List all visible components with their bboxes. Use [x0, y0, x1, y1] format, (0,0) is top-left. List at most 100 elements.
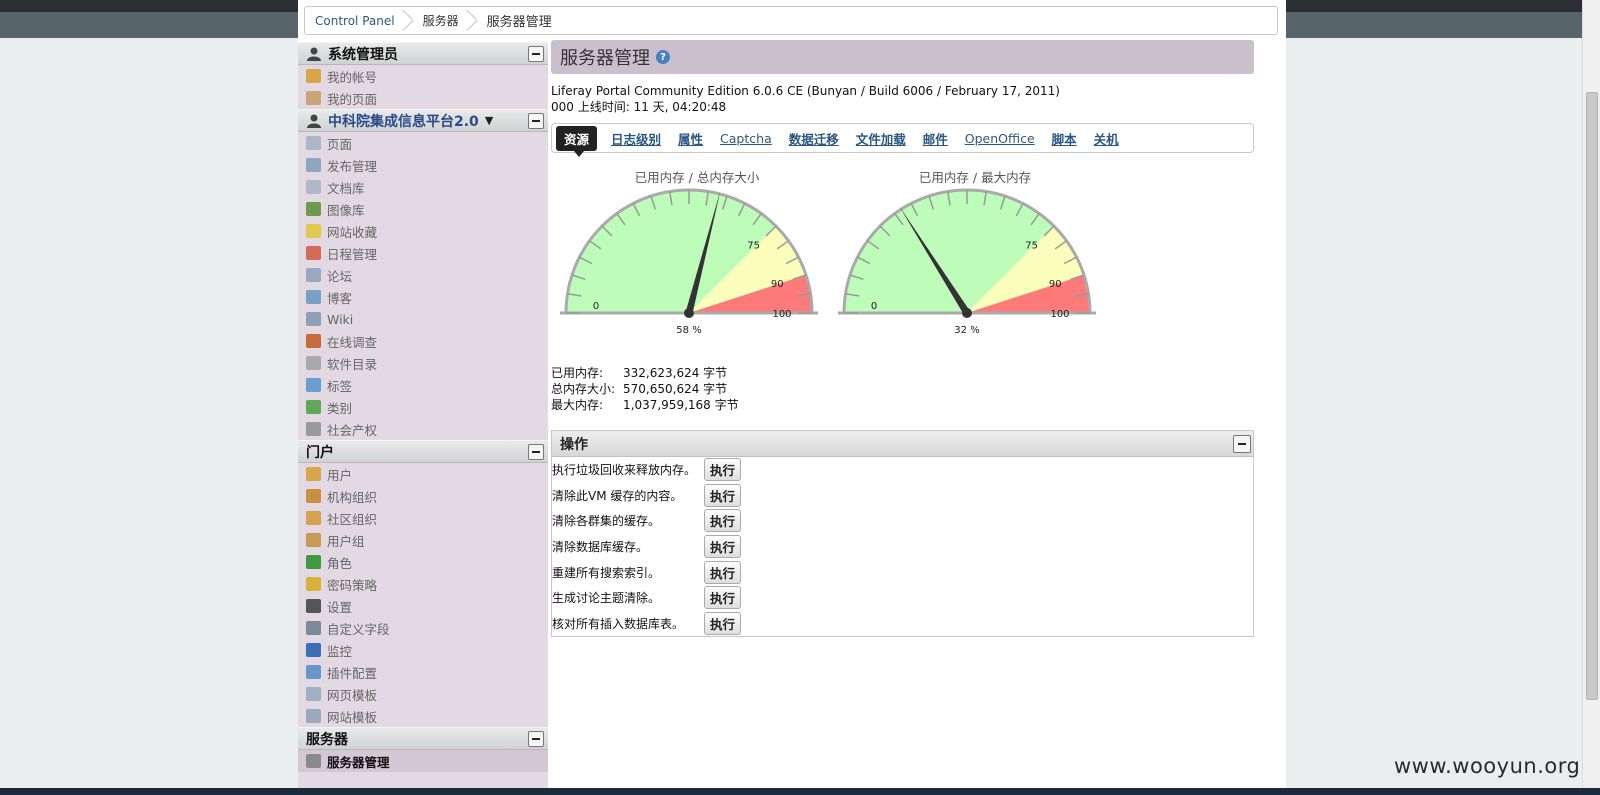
publish-icon	[306, 158, 321, 172]
collapse-operations-button[interactable]	[1233, 435, 1251, 453]
execute-button[interactable]: 执行	[704, 611, 742, 635]
sidebar-item[interactable]: 发布管理	[298, 154, 548, 176]
sidebar-section-header[interactable]: 系统管理员	[298, 42, 548, 65]
collapse-section-button[interactable]	[528, 444, 544, 460]
sidebar-item-label: 类别	[327, 400, 353, 416]
execute-button[interactable]: 执行	[704, 458, 742, 482]
sidebar-item[interactable]: 用户	[298, 463, 548, 485]
operation-row: 重建所有搜索索引。 执行	[552, 559, 1253, 585]
sidebar-item-label: 在线调查	[327, 334, 378, 350]
operations-title: 操作	[560, 436, 588, 453]
gauge-tick	[1030, 213, 1040, 226]
gauge-readout: 32 %	[954, 325, 979, 336]
breadcrumb-server[interactable]: 服务器	[422, 14, 459, 28]
sidebar-item[interactable]: 角色	[298, 551, 548, 573]
tab-4[interactable]: 数据迁移	[788, 131, 839, 147]
gauge-tick-label: 75	[747, 240, 760, 251]
sidebar-item[interactable]: Wiki	[298, 308, 548, 330]
execute-button[interactable]: 执行	[704, 586, 742, 610]
execute-button[interactable]: 执行	[704, 535, 742, 559]
sidebar-item[interactable]: 日程管理	[298, 242, 548, 264]
sidebar-item[interactable]: 网页模板	[298, 683, 548, 705]
help-icon[interactable]: ?	[656, 50, 670, 64]
sidebar-item[interactable]: 标签	[298, 374, 548, 396]
breadcrumb: Control Panel 服务器 服务器管理	[304, 6, 1278, 35]
sidebar-item[interactable]: 我的帐号	[298, 65, 548, 87]
collapse-section-button[interactable]	[528, 113, 544, 129]
sidebar-item[interactable]: 类别	[298, 396, 548, 418]
calendar-icon	[306, 246, 321, 260]
sidebar-item-label: 社会产权	[327, 422, 378, 438]
execute-button[interactable]: 执行	[704, 560, 742, 584]
sidebar-item[interactable]: 设置	[298, 595, 548, 617]
execute-button[interactable]: 执行	[704, 509, 742, 533]
sidebar-item[interactable]: 文档库	[298, 176, 548, 198]
tab-0[interactable]: 资源	[556, 125, 598, 157]
sidebar-item[interactable]: 机构组织	[298, 485, 548, 507]
sidebar-section-title: 中科院集成信息平台2.0	[328, 113, 479, 130]
execute-button[interactable]: 执行	[704, 483, 742, 507]
sidebar-item[interactable]: 社区组织	[298, 507, 548, 529]
gauge-tick	[1015, 203, 1024, 217]
collapse-section-button[interactable]	[528, 46, 544, 62]
gauge-title: 已用内存 / 最大内存	[918, 170, 1032, 185]
breadcrumb-control-panel[interactable]: Control Panel	[315, 13, 395, 28]
operations-panel: 操作 执行垃圾回收来释放内存。 执行 清除此VM 缓存的内容。 执行 清除各群集的缓存。…	[551, 430, 1254, 638]
tab-7[interactable]: OpenOffice	[964, 130, 1035, 146]
sidebar-item-label: 页面	[327, 136, 353, 152]
vertical-scrollbar[interactable]	[1582, 0, 1600, 795]
chevron-down-icon[interactable]: ▼	[484, 114, 494, 127]
collapse-section-button[interactable]	[528, 731, 544, 747]
gauge-tick	[632, 203, 641, 217]
tab-6[interactable]: 邮件	[922, 131, 948, 147]
sidebar-section-title: 服务器	[306, 731, 348, 748]
memory-value: 1,037,959,168 字节	[623, 398, 739, 412]
user-group-icon	[306, 533, 321, 547]
sidebar-item-label: 角色	[327, 555, 353, 571]
sidebar-section-header[interactable]: 门户	[298, 440, 548, 463]
control-panel-sidebar: 系统管理员 我的帐号 我的页面 中科院集成信息平台2.0 ▼ 页面 发布管理 文档库 图像库 网站…	[298, 42, 548, 788]
gauge-tick	[616, 213, 626, 226]
memory-label: 已用内存:	[551, 366, 604, 380]
tab-3[interactable]: Captcha	[720, 130, 772, 146]
tab-5[interactable]: 文件加载	[855, 131, 906, 147]
sidebar-item[interactable]: 社会产权	[298, 418, 548, 440]
scrollbar-thumb[interactable]	[1586, 92, 1598, 700]
operation-row: 清除数据库缓存。 执行	[552, 534, 1253, 560]
community-icon	[306, 511, 321, 525]
forum-icon	[306, 268, 321, 282]
sidebar-item[interactable]: 我的页面	[298, 87, 548, 109]
tab-9[interactable]: 关机	[1093, 131, 1119, 147]
sidebar-item[interactable]: 用户组	[298, 529, 548, 551]
sidebar-item[interactable]: 服务器管理	[298, 750, 548, 772]
sidebar-item[interactable]: 监控	[298, 639, 548, 661]
sidebar-item[interactable]: 图像库	[298, 198, 548, 220]
sidebar-item-label: 监控	[327, 643, 353, 659]
sidebar-item[interactable]: 密码策略	[298, 573, 548, 595]
sidebar-section-header[interactable]: 中科院集成信息平台2.0 ▼	[298, 109, 548, 132]
sidebar-item[interactable]: 在线调查	[298, 330, 548, 352]
tab-1[interactable]: 日志级别	[611, 131, 662, 147]
sidebar-item[interactable]: 网站收藏	[298, 220, 548, 242]
version-info: Liferay Portal Community Edition 6.0.6 C…	[551, 84, 1060, 98]
operations-list: 执行垃圾回收来释放内存。 执行 清除此VM 缓存的内容。 执行 清除各群集的缓存。 执行清…	[552, 457, 1253, 636]
plugin-icon	[306, 665, 321, 679]
sidebar-item[interactable]: 论坛	[298, 264, 548, 286]
sidebar-item[interactable]: 自定义字段	[298, 617, 548, 639]
tab-2[interactable]: 属性	[678, 131, 704, 147]
sidebar-item-label: 标签	[327, 378, 353, 394]
gauge-tick	[947, 191, 951, 206]
gauge-hub	[684, 308, 694, 318]
blog-icon	[306, 290, 321, 304]
sidebar-item[interactable]: 插件配置	[298, 661, 548, 683]
sidebar-item[interactable]: 网站模板	[298, 705, 548, 727]
memory-label: 总内存大小:	[551, 382, 616, 396]
sidebar-section-header[interactable]: 服务器	[298, 727, 548, 750]
sidebar-item[interactable]: 博客	[298, 286, 548, 308]
poll-icon	[306, 334, 321, 348]
sidebar-item[interactable]: 软件目录	[298, 352, 548, 374]
tab-8[interactable]: 脚本	[1051, 131, 1077, 147]
sidebar-item-label: 设置	[327, 599, 353, 615]
sidebar-item[interactable]: 页面	[298, 132, 548, 154]
gauge-tick	[571, 274, 586, 281]
